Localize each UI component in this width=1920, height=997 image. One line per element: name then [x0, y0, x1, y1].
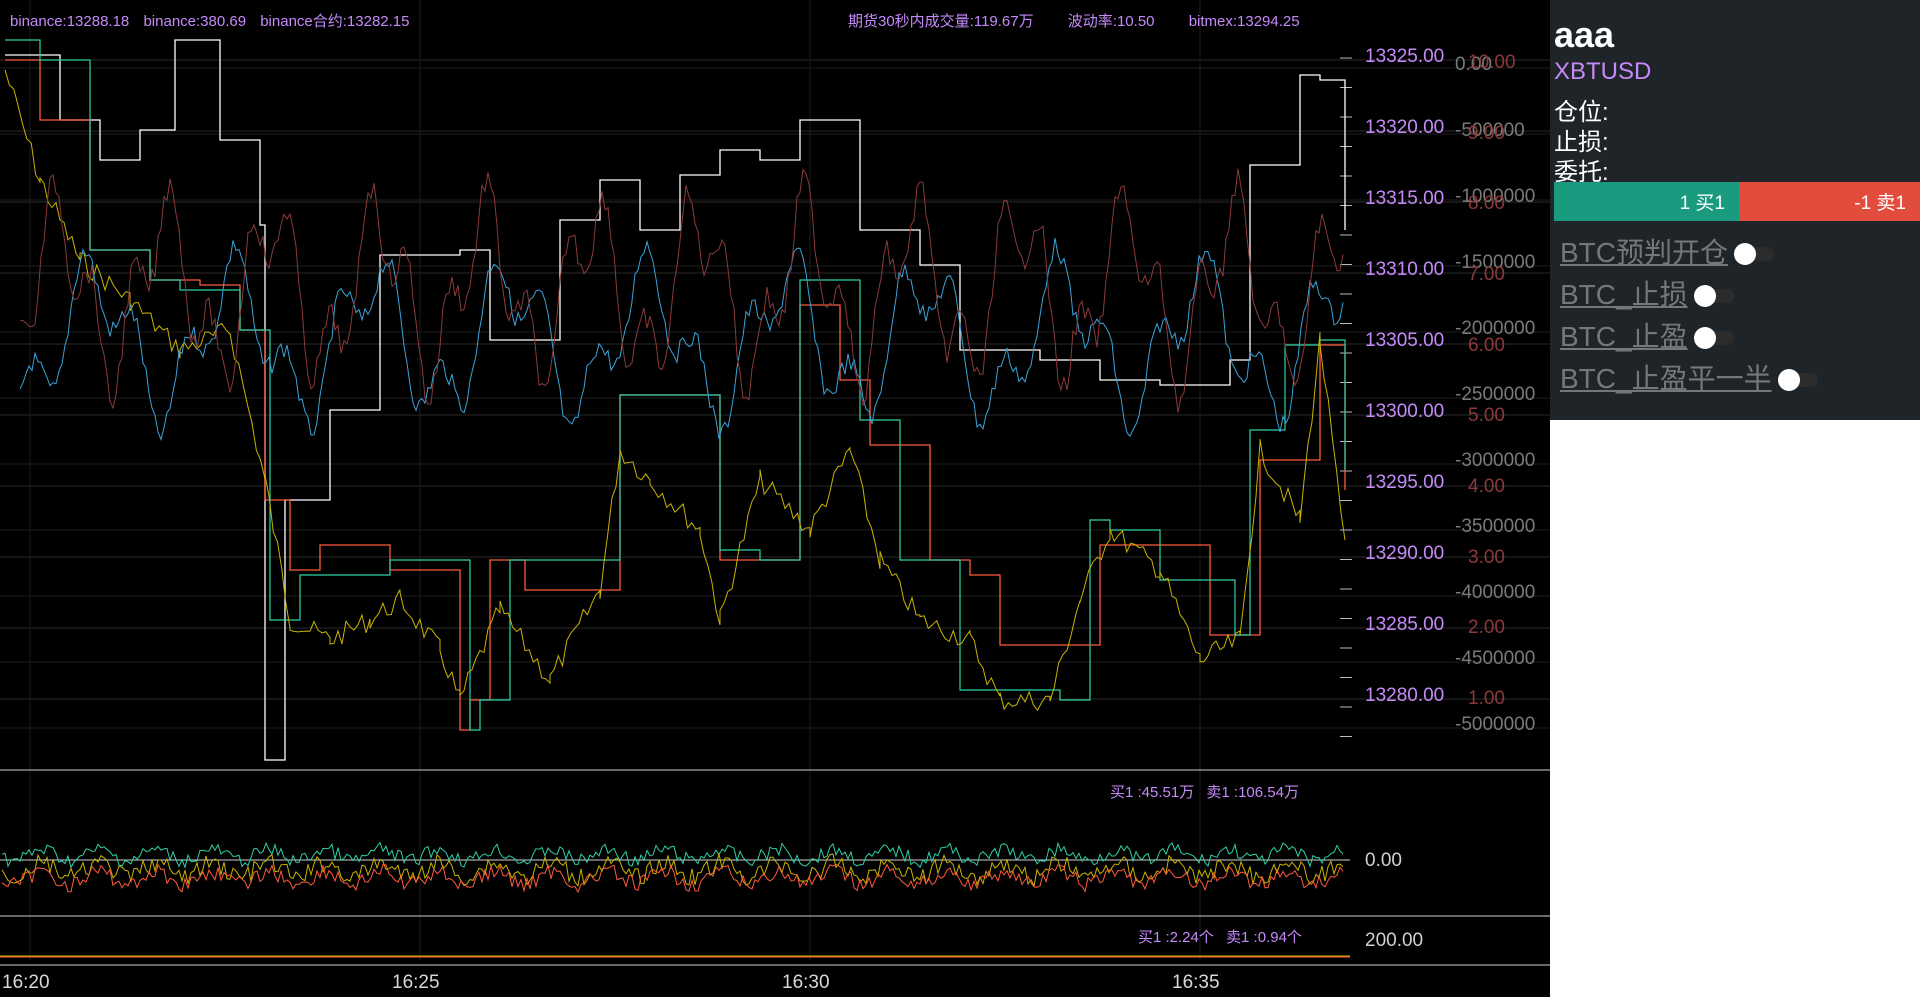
chart-area[interactable]: binance:13288.18 binance:380.69 binance合… [0, 0, 1550, 997]
volume-axis-label: -3500000 [1455, 516, 1536, 537]
sub1-line-yellow [1, 852, 1344, 888]
toggle-label[interactable]: BTC_止盈 [1560, 321, 1688, 352]
toggle-knob-icon [1693, 327, 1716, 349]
orderbook-volume-info: 买1 :45.51万 卖1 :106.54万 [1110, 781, 1307, 802]
volume-axis-label: -500000 [1455, 120, 1525, 141]
volatility-axis-label: 3.00 [1468, 547, 1505, 568]
toggle-takeprofit-half[interactable]: BTC_止盈平一半 [1560, 360, 1818, 394]
chart-grid [0, 0, 1550, 966]
sub1-line-teal [1, 841, 1344, 870]
volume-axis-label: -1500000 [1455, 252, 1536, 273]
toggle-knob-icon [1734, 243, 1757, 265]
volatility-axis-label: 8.00 [1468, 193, 1505, 214]
toggle-label[interactable]: BTC预判开仓 [1560, 237, 1729, 268]
price-axis-label: 13285.00 [1365, 614, 1445, 635]
volume-axis-label: -5000000 [1455, 714, 1536, 735]
volatility-axis-label: 1.00 [1468, 688, 1505, 709]
order-label: 委托: [1554, 159, 1609, 186]
info-binance-volume: binance:380.69 [143, 13, 247, 30]
volume-axis-label: -4500000 [1455, 648, 1536, 669]
toggle-takeprofit[interactable]: BTC_止盈 [1560, 318, 1734, 352]
price-axis-label: 13300.00 [1365, 401, 1445, 422]
time-axis-label: 16:35 [1172, 972, 1220, 993]
volatility-axis-label: 4.00 [1468, 476, 1505, 497]
order-buttons: 1 买1 -1 卖1 [1554, 182, 1920, 221]
volatility-axis-label: 2.00 [1468, 617, 1505, 638]
panel-title: aaa [1554, 14, 1615, 55]
volume-axis-label: -4000000 [1455, 582, 1536, 603]
price-axis-label: 13280.00 [1365, 685, 1445, 706]
position-label: 仓位: [1554, 99, 1609, 126]
sub1-bid-info: 买1 :45.51万 [1110, 784, 1195, 801]
stoploss-label: 止损: [1554, 129, 1609, 156]
sub2-bid-info: 买1 :2.24个 [1138, 929, 1214, 946]
volatility-axis-label: 6.00 [1468, 335, 1505, 356]
orderbook-count-info: 买1 :2.24个 卖1 :0.94个 [1138, 926, 1310, 947]
toggle-knob-icon [1777, 369, 1800, 391]
toggle-switch[interactable] [1777, 369, 1818, 391]
trading-panel: aaa XBTUSD 仓位: 止损: 委托: 1 买1 -1 卖1 BTC预判开… [1550, 0, 1920, 420]
price-axis-label: 13320.00 [1365, 117, 1445, 138]
toggle-switch[interactable] [1693, 285, 1734, 307]
time-axis-label: 16:30 [782, 972, 830, 993]
series-line-yellow [4, 69, 1346, 712]
sub1-line-red [1, 863, 1344, 894]
buy-button[interactable]: 1 买1 [1554, 182, 1739, 221]
price-axis-label: 13315.00 [1365, 188, 1445, 209]
volume-axis-label: -3000000 [1455, 450, 1536, 471]
volume-axis-label: -2000000 [1455, 318, 1536, 339]
toggle-stoploss[interactable]: BTC_止损 [1560, 276, 1734, 310]
info-binance-futures: binance合约:13282.15 [260, 13, 410, 30]
series-line-blue [19, 238, 1344, 442]
price-axis-label: 13305.00 [1365, 330, 1445, 351]
volatility-axis-label: 10.00 [1468, 52, 1516, 73]
price-chart[interactable] [0, 0, 1550, 997]
volume-axis-label: -1000000 [1455, 186, 1536, 207]
info-binance-price: binance:13288.18 [10, 13, 130, 30]
sub1-ask-info: 卖1 :106.54万 [1206, 784, 1299, 801]
volatility-axis-label: 9.00 [1468, 123, 1505, 144]
symbol-label: XBTUSD [1554, 58, 1652, 85]
price-axis-label: 13295.00 [1365, 472, 1445, 493]
time-axis-label: 16:25 [392, 972, 440, 993]
volatility-axis-label: 5.00 [1468, 405, 1505, 426]
info-futures-volume: 期货30秒内成交量:119.67万 [848, 13, 1034, 30]
price-axis-label: 13325.00 [1365, 46, 1445, 67]
toggle-predict-open[interactable]: BTC预判开仓 [1560, 234, 1775, 268]
volatility-axis-label: 7.00 [1468, 264, 1505, 285]
series-line-white [5, 39, 1346, 761]
info-volatility: 波动率:10.50 [1067, 13, 1155, 30]
volume-axis-label: -2500000 [1455, 384, 1536, 405]
price-axis-label: 13290.00 [1365, 543, 1445, 564]
exchange-price-info: binance:13288.18 binance:380.69 binance合… [10, 10, 420, 31]
market-stats-info: 期货30秒内成交量:119.67万 波动率:10.50 bitmex:13294… [848, 10, 1312, 31]
sub2-axis-label: 200.00 [1365, 930, 1424, 951]
toggle-switch[interactable] [1693, 327, 1734, 349]
price-axis-label: 13310.00 [1365, 259, 1445, 280]
toggle-knob-icon [1693, 285, 1716, 307]
sub1-axis-label: 0.00 [1365, 850, 1402, 871]
series-line-darkred [19, 168, 1344, 413]
toggle-switch[interactable] [1734, 243, 1775, 265]
toggle-label[interactable]: BTC_止盈平一半 [1560, 363, 1772, 394]
chart-series [0, 39, 1350, 958]
sell-button[interactable]: -1 卖1 [1739, 182, 1920, 221]
series-line-teal [5, 39, 1346, 731]
sub2-ask-info: 卖1 :0.94个 [1226, 929, 1302, 946]
time-axis-label: 16:20 [2, 972, 50, 993]
toggle-label[interactable]: BTC_止损 [1560, 279, 1688, 310]
volume-axis-label: 0.00 [1455, 54, 1492, 75]
info-bitmex-price: bitmex:13294.25 [1188, 13, 1300, 30]
